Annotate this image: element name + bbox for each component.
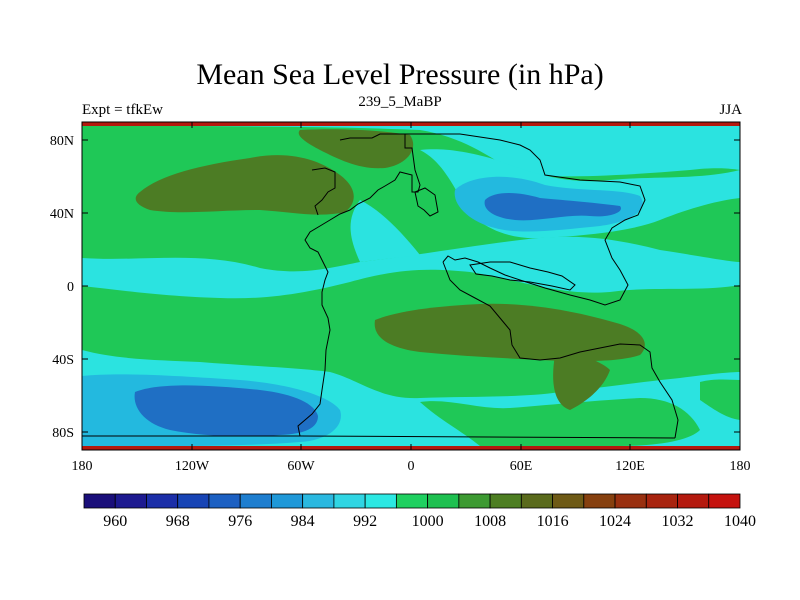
north-atlantic-high [298,129,414,169]
colorbar-swatch [583,493,616,509]
map-title: Mean Sea Level Pressure (in hPa) [196,58,604,91]
tropical-low-band [82,236,740,299]
x-tick-60w: 60W [287,459,315,474]
colorbar-swatch [271,493,304,509]
atlantic-low-region [350,200,420,262]
colorbar [83,493,741,509]
south-atlantic-high [374,303,645,362]
colorbar-swatch [146,493,179,509]
colorbar-label: 976 [228,513,252,530]
south-high-lobe [553,354,610,410]
x-tick-0: 0 [408,459,415,474]
y-axis: 80N 40N 0 40S 80S [50,134,740,441]
colorbar-swatch [520,493,553,509]
colorbar-swatch [208,493,241,509]
colorbar-swatch [239,493,272,509]
south-green-east [700,379,740,420]
colorbar-swatch [458,493,491,509]
north-pacific-high [135,155,354,215]
coastline-india-region [469,261,576,291]
y-tick-80n: 80N [50,134,74,149]
coastline-africa-europe [297,133,421,437]
period-label: 239_5_MaBP [358,94,442,110]
colorbar-label: 1040 [724,513,756,530]
coastline-greenland [414,187,439,217]
colorbar-label: 960 [103,513,127,530]
y-tick-80s: 80S [52,426,74,441]
colorbar-swatch [114,493,147,509]
colorbar-swatch [177,493,210,509]
south-green-inner [420,398,700,446]
x-axis: 180 120W 60W 0 60E 120E 180 [72,122,751,474]
y-tick-0: 0 [67,280,74,295]
colorbar-label: 968 [166,513,190,530]
asia-low-984 [484,193,621,221]
x-tick-180-west: 180 [72,459,93,474]
y-tick-40s: 40S [52,353,74,368]
x-tick-120e: 120E [615,459,645,474]
colorbar-swatch [333,493,366,509]
colorbar-swatch [302,493,335,509]
colorbar-label: 1024 [599,513,631,530]
colorbar-swatch [614,493,647,509]
coastlines [82,133,679,439]
north-low-region [82,126,740,177]
colorbar-swatch [427,493,460,509]
colorbar-swatch [364,493,397,509]
colorbar-swatch [645,493,678,509]
colorbar-swatch [489,493,522,509]
coastline-arabia-africa [442,261,679,439]
pressure-field [82,122,740,450]
colorbar-label: 1032 [662,513,694,530]
colorbar-swatch [677,493,710,509]
season-label: JJA [719,102,742,118]
colorbar-swatch [395,493,429,509]
coastline-south-boundary [82,435,676,439]
coastline-north-america-west [311,167,336,216]
colorbar-label: 984 [291,513,315,530]
x-tick-180-east: 180 [730,459,751,474]
experiment-label: Expt = tfkEw [82,102,163,118]
colorbar-label: 1000 [412,513,444,530]
x-tick-120w: 120W [175,459,210,474]
colorbar-swatch [83,493,116,509]
southern-ocean-low-984 [134,385,318,437]
colorbar-label: 992 [353,513,377,530]
colorbar-labels: 960 968 976 984 992 1000 1008 1016 1024 1032 1040 [103,513,756,530]
colorbar-swatch [708,493,741,509]
x-tick-60e: 60E [510,459,533,474]
y-tick-40n: 40N [50,207,74,222]
colorbar-swatch [552,493,585,509]
coastline-eurasia-north [405,133,646,306]
colorbar-label: 1008 [474,513,506,530]
colorbar-label: 1016 [537,513,569,530]
